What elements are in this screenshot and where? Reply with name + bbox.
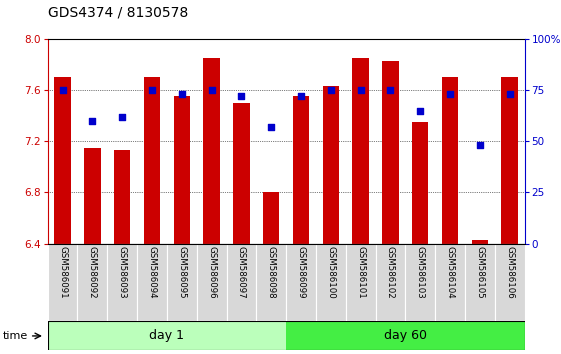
Point (386, 87, 395, 93)
Text: GSM586096: GSM586096 (207, 246, 216, 298)
Bar (256, 244, 286, 321)
Point (148, 87, 157, 93)
Bar (48, 244, 77, 321)
Text: day 1: day 1 (149, 330, 185, 342)
Point (88, 118, 97, 124)
Bar (204, 58, 220, 244)
Bar (137, 244, 167, 321)
Bar (167, 244, 197, 321)
Bar (472, 240, 488, 244)
Point (445, 91, 454, 97)
Text: GSM586091: GSM586091 (58, 246, 67, 298)
Point (58, 87, 67, 93)
Bar (173, 97, 190, 244)
Bar (77, 244, 107, 321)
Text: GSM586095: GSM586095 (177, 246, 186, 298)
Text: GSM586102: GSM586102 (386, 246, 395, 299)
Text: GSM586099: GSM586099 (297, 246, 306, 298)
Bar (465, 244, 495, 321)
Text: GDS4374 / 8130578: GDS4374 / 8130578 (48, 5, 188, 19)
Bar (286, 244, 316, 321)
Point (327, 87, 335, 93)
Text: GSM586105: GSM586105 (475, 246, 484, 299)
Bar (84, 148, 100, 244)
Point (207, 87, 216, 93)
Text: GSM586093: GSM586093 (118, 246, 127, 298)
Text: GSM586103: GSM586103 (416, 246, 425, 299)
Bar (54, 77, 71, 244)
Text: GSM586092: GSM586092 (88, 246, 97, 298)
Bar (412, 122, 429, 244)
Text: GSM586101: GSM586101 (356, 246, 365, 299)
Point (177, 91, 186, 97)
Bar (286, 321, 525, 350)
Text: GSM586104: GSM586104 (445, 246, 454, 299)
Point (356, 87, 365, 93)
Bar (316, 244, 346, 321)
Text: GSM586100: GSM586100 (327, 246, 335, 299)
Bar (114, 150, 130, 244)
Bar (405, 244, 435, 321)
Point (266, 124, 275, 130)
Text: day 60: day 60 (384, 330, 427, 342)
Text: GSM586098: GSM586098 (266, 246, 275, 298)
Bar (227, 244, 256, 321)
Bar (323, 86, 339, 244)
Bar (197, 244, 227, 321)
Point (118, 114, 127, 120)
Bar (293, 97, 309, 244)
Bar (107, 244, 137, 321)
Point (505, 91, 514, 97)
Bar (442, 77, 458, 244)
Point (297, 93, 306, 99)
Text: GSM586094: GSM586094 (148, 246, 157, 298)
Bar (502, 77, 518, 244)
Bar (382, 61, 399, 244)
Bar (352, 58, 369, 244)
Bar (48, 321, 286, 350)
Bar (346, 244, 375, 321)
Bar (144, 77, 160, 244)
Point (237, 93, 246, 99)
Text: GSM586097: GSM586097 (237, 246, 246, 298)
Text: time: time (3, 331, 28, 341)
Bar (495, 244, 525, 321)
Bar (435, 244, 465, 321)
Bar (233, 103, 250, 244)
Point (475, 143, 484, 148)
Bar (263, 193, 279, 244)
Point (416, 108, 425, 113)
Bar (375, 244, 406, 321)
Text: GSM586106: GSM586106 (505, 246, 514, 299)
